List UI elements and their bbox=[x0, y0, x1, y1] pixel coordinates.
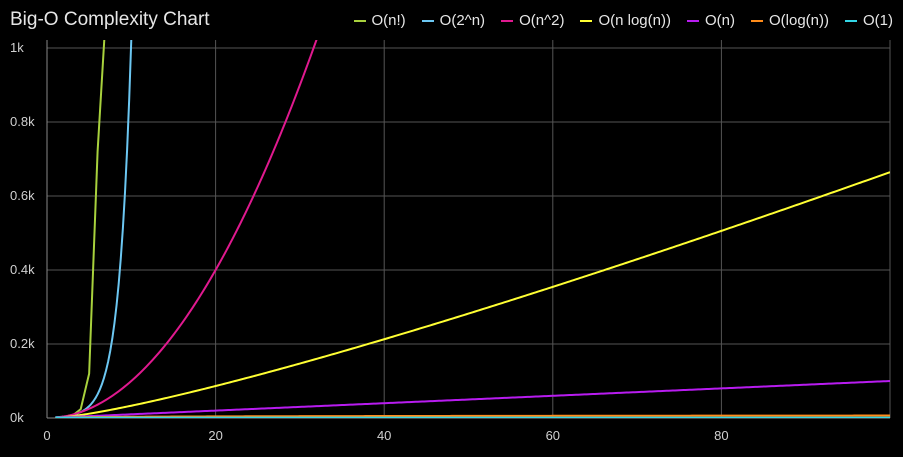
legend-item[interactable]: O(n log(n)) bbox=[580, 12, 671, 29]
grid bbox=[46, 40, 891, 419]
legend-swatch bbox=[501, 19, 514, 22]
legend-item[interactable]: O(n) bbox=[686, 12, 735, 29]
legend-item[interactable]: O(log(n)) bbox=[750, 12, 829, 29]
series-line bbox=[55, 380, 890, 418]
legend-swatch bbox=[845, 19, 857, 22]
legend-swatch bbox=[686, 19, 699, 22]
y-tick-label: 0.4k bbox=[10, 262, 35, 277]
series-line bbox=[55, 40, 318, 418]
x-tick-label: 40 bbox=[377, 428, 391, 443]
series-line bbox=[55, 40, 106, 418]
x-tick-label: 80 bbox=[714, 428, 728, 443]
x-tick-label: 0 bbox=[43, 428, 50, 443]
legend-label: O(log(n)) bbox=[768, 12, 829, 29]
series-line bbox=[55, 171, 890, 418]
y-tick-label: 0.8k bbox=[10, 114, 35, 129]
legend-item[interactable]: O(1) bbox=[845, 12, 893, 29]
legend-label: O(1) bbox=[863, 12, 893, 29]
legend-item[interactable]: O(2^n) bbox=[421, 12, 486, 29]
x-tick-label: 20 bbox=[208, 428, 222, 443]
legend-label: O(n!) bbox=[371, 12, 406, 29]
legend-label: O(2^n) bbox=[439, 12, 486, 29]
legend-label: O(n log(n)) bbox=[598, 12, 671, 29]
legend-swatch bbox=[353, 19, 366, 22]
legend: O(n!) O(2^n) O(n^2) O(n log(n)) O(n) O(log(n)… bbox=[353, 12, 893, 29]
y-tick-label: 0.6k bbox=[10, 188, 35, 203]
chart-title: Big-O Complexity Chart bbox=[10, 9, 210, 30]
y-tick-label: 0k bbox=[10, 410, 24, 425]
legend-swatch bbox=[421, 19, 434, 22]
y-tick-label: 1k bbox=[10, 40, 24, 55]
legend-label: O(n^2) bbox=[519, 12, 565, 29]
y-tick-label: 0.2k bbox=[10, 336, 35, 351]
legend-item[interactable]: O(n^2) bbox=[501, 12, 564, 29]
series-layer bbox=[55, 40, 890, 418]
legend-item[interactable]: O(n!) bbox=[353, 12, 406, 29]
legend-swatch bbox=[750, 19, 763, 22]
legend-swatch bbox=[580, 19, 593, 22]
series-line bbox=[55, 40, 133, 418]
x-tick-label: 60 bbox=[546, 428, 560, 443]
legend-label: O(n) bbox=[704, 12, 735, 29]
series-line bbox=[55, 414, 890, 418]
axis-labels: 0k 0.2k 0.4k 0.6k 0.8k 1k 0 20 40 60 80 bbox=[10, 40, 729, 443]
